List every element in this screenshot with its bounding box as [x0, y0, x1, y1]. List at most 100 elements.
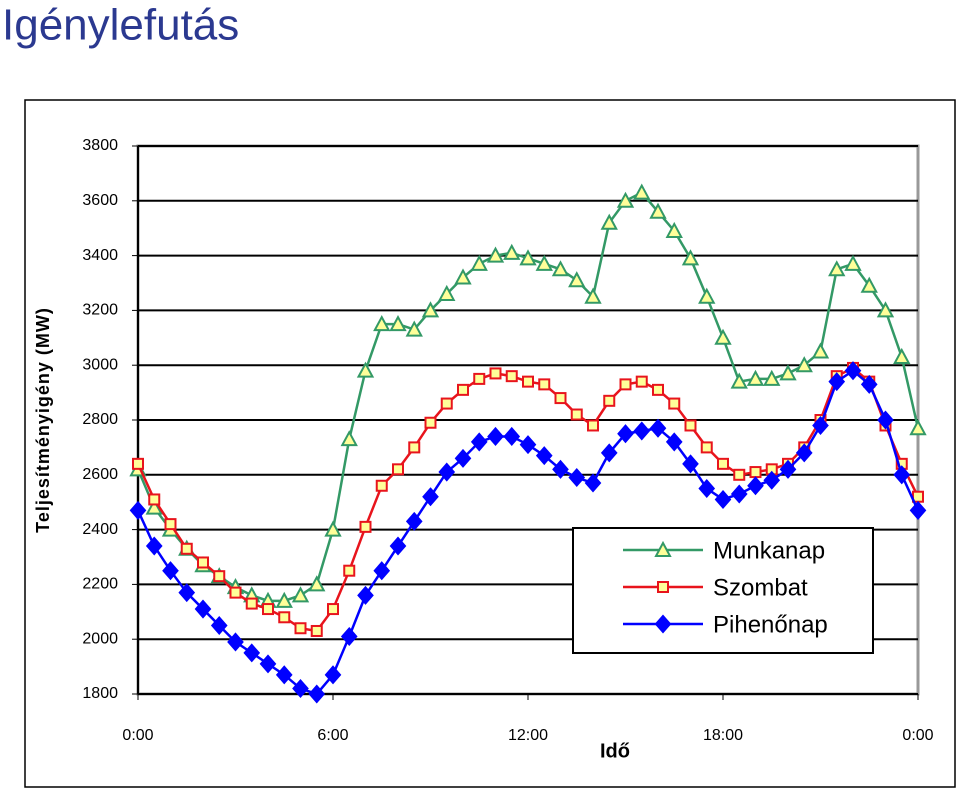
point	[635, 375, 648, 388]
point	[665, 221, 683, 238]
point	[568, 271, 586, 288]
point	[373, 314, 391, 332]
point	[909, 500, 927, 520]
point	[422, 487, 439, 507]
point	[860, 276, 878, 293]
point	[519, 249, 537, 266]
point	[633, 183, 651, 200]
point	[568, 468, 586, 488]
y-tick-label: 2000	[82, 630, 118, 647]
point	[162, 561, 179, 581]
point	[535, 254, 553, 271]
point	[828, 260, 846, 277]
chart-frame	[24, 99, 956, 788]
point	[876, 301, 895, 318]
point	[668, 397, 681, 410]
point	[617, 424, 634, 444]
point	[763, 369, 781, 386]
point	[749, 466, 762, 479]
point	[145, 498, 163, 515]
y-tick-label: 3000	[82, 356, 118, 373]
point	[259, 654, 277, 674]
point	[844, 254, 862, 271]
point	[795, 356, 813, 373]
point	[308, 684, 326, 704]
y-tick-label: 2200	[82, 576, 118, 593]
point	[408, 441, 421, 454]
y-tick-label: 3800	[82, 137, 118, 154]
point	[405, 511, 423, 531]
chart-title: Igénylefutás	[2, 1, 239, 50]
point	[554, 392, 567, 405]
point	[340, 430, 358, 447]
point	[665, 432, 683, 452]
point	[145, 536, 163, 556]
point	[324, 665, 342, 685]
legend-label: Munkanap	[713, 537, 825, 564]
point	[860, 374, 878, 394]
point	[375, 479, 388, 492]
point	[619, 378, 632, 391]
point	[603, 394, 616, 407]
point	[470, 254, 488, 271]
x-tick-label: 6:00	[317, 727, 348, 744]
point	[698, 287, 716, 304]
point	[584, 473, 602, 493]
point	[275, 665, 293, 685]
point	[893, 465, 911, 485]
point	[616, 191, 635, 208]
point	[473, 372, 486, 385]
point	[227, 632, 244, 652]
point	[747, 476, 764, 496]
point	[763, 470, 781, 490]
point	[454, 268, 472, 285]
point	[600, 213, 618, 230]
point	[148, 493, 161, 506]
point	[746, 369, 765, 386]
point	[324, 520, 342, 537]
y-tick-label: 3400	[82, 247, 118, 264]
point	[359, 520, 372, 533]
point	[551, 260, 570, 277]
point	[652, 383, 664, 396]
point	[356, 361, 375, 378]
point	[421, 301, 440, 318]
point	[538, 378, 551, 391]
point	[714, 489, 732, 509]
y-axis-label: Teljesítményigény (MW)	[33, 307, 53, 533]
point	[649, 418, 667, 438]
x-tick-label: 12:00	[508, 727, 548, 744]
point	[262, 603, 274, 616]
point	[194, 599, 212, 619]
x-tick-label: 18:00	[703, 727, 743, 744]
point	[213, 570, 226, 583]
point	[132, 457, 144, 470]
point	[633, 421, 651, 441]
point	[210, 615, 228, 636]
y-tick-label: 2800	[82, 411, 118, 428]
point	[164, 518, 177, 531]
x-tick-label: 0:00	[122, 727, 153, 744]
point	[730, 484, 748, 504]
point	[681, 249, 700, 266]
point	[570, 408, 583, 421]
point	[454, 448, 472, 468]
point	[343, 564, 356, 577]
point	[714, 328, 732, 345]
point	[180, 542, 193, 555]
point	[278, 611, 291, 624]
point	[424, 416, 437, 429]
point	[178, 583, 196, 603]
point	[600, 443, 618, 463]
point	[584, 287, 602, 304]
point	[717, 457, 729, 470]
point	[828, 372, 846, 392]
point	[197, 556, 209, 569]
legend-marker	[654, 614, 672, 634]
point	[519, 435, 537, 455]
point	[811, 342, 830, 359]
point	[486, 246, 505, 263]
point	[503, 426, 521, 446]
